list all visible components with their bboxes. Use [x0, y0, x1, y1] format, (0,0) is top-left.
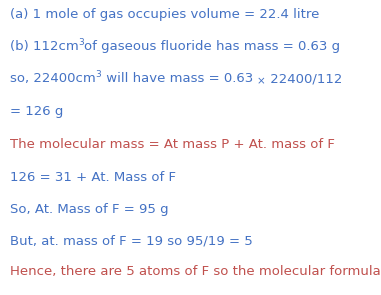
Text: 3: 3: [79, 38, 85, 47]
Text: So, At. Mass of F = 95 g: So, At. Mass of F = 95 g: [10, 203, 169, 216]
Text: (a) 1 mole of gas occupies volume = 22.4 litre: (a) 1 mole of gas occupies volume = 22.4…: [10, 8, 319, 21]
Text: 22400/112: 22400/112: [266, 72, 342, 85]
Text: 3: 3: [96, 70, 101, 79]
Text: (b) 112cm: (b) 112cm: [10, 40, 79, 53]
Text: = 126 g: = 126 g: [10, 105, 63, 118]
Text: 126 = 31 + At. Mass of F: 126 = 31 + At. Mass of F: [10, 171, 176, 184]
Text: of gaseous fluoride has mass = 0.63 g: of gaseous fluoride has mass = 0.63 g: [85, 40, 341, 53]
Text: But, at. mass of F = 19 so 95/19 = 5: But, at. mass of F = 19 so 95/19 = 5: [10, 235, 253, 248]
Text: will have mass = 0.63: will have mass = 0.63: [101, 72, 257, 85]
Text: so, 22400cm: so, 22400cm: [10, 72, 96, 85]
Text: Hence, there are 5 atoms of F so the molecular formula = PF: Hence, there are 5 atoms of F so the mol…: [10, 265, 381, 278]
Text: ×: ×: [257, 76, 266, 86]
Text: The molecular mass = At mass P + At. mass of F: The molecular mass = At mass P + At. mas…: [10, 138, 335, 151]
